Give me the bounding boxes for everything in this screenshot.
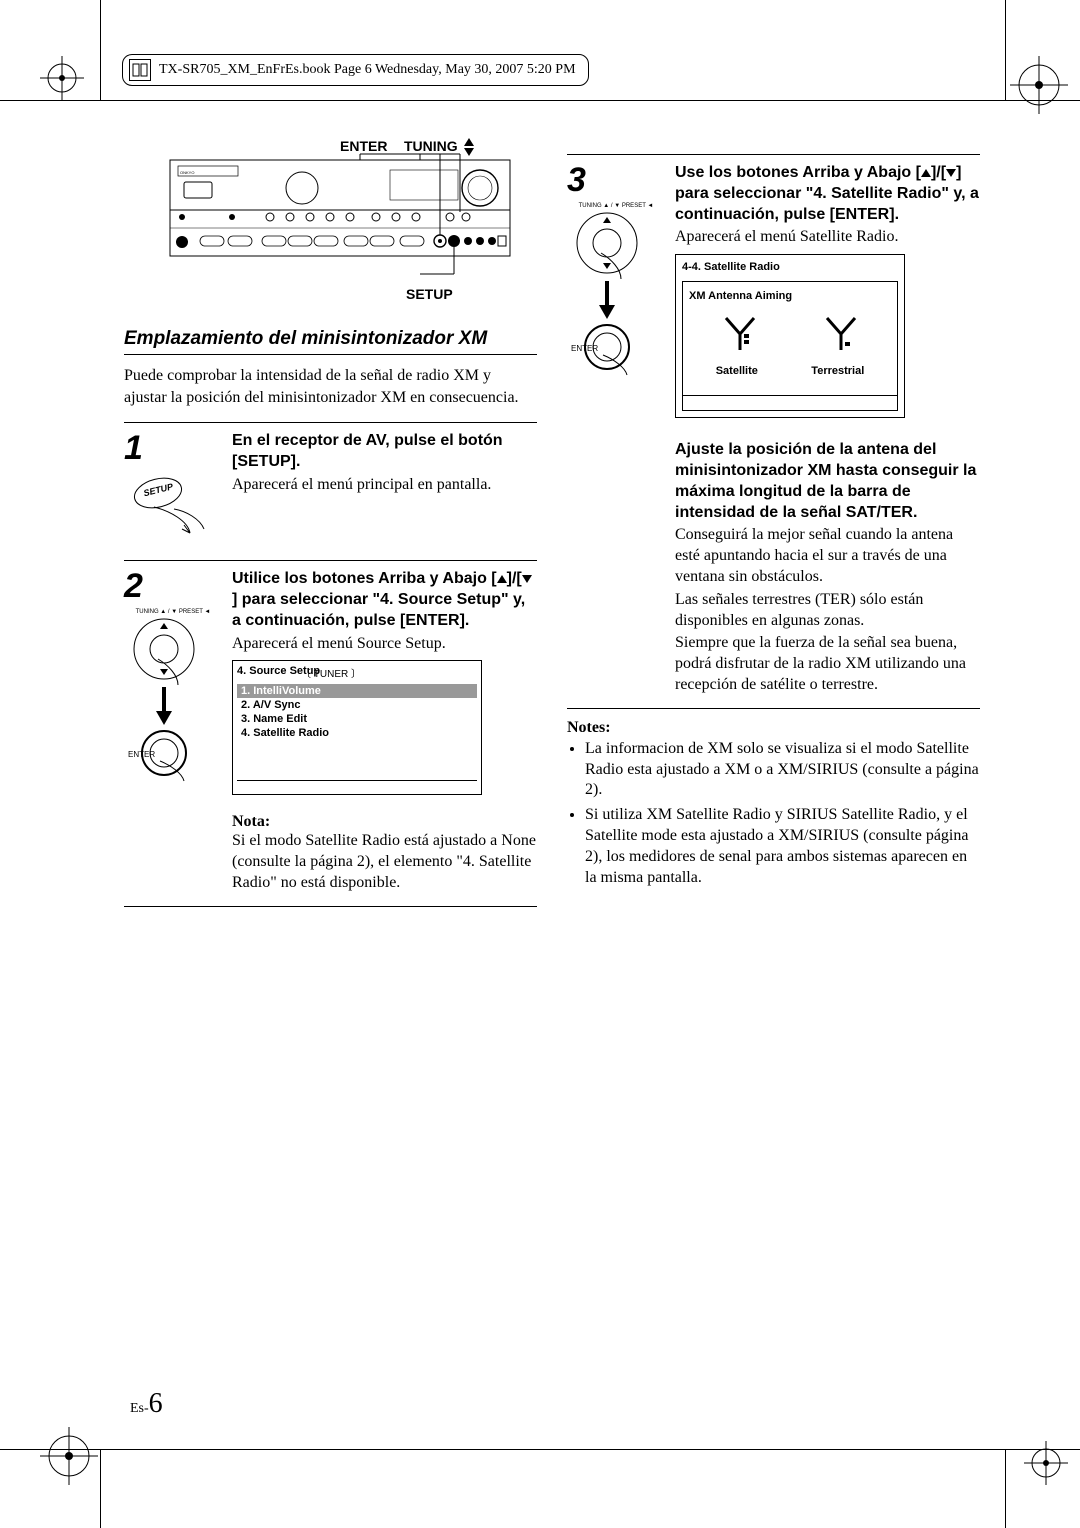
step-3: 3 TUNING ▲ / ▼ PRESET ◄ ENTER: [567, 154, 980, 696]
book-header-text: TX-SR705_XM_EnFrEs.book Page 6 Wednesday…: [159, 62, 576, 78]
triangle-up-icon: [921, 169, 931, 177]
step-1-head: En el receptor de AV, pulse el botón [SE…: [232, 431, 537, 473]
crop-line: [1005, 0, 1006, 100]
page-number: Es-6: [130, 1388, 163, 1420]
registration-mark-bottom-left: [40, 1427, 98, 1490]
book-header: TX-SR705_XM_EnFrEs.book Page 6 Wednesday…: [122, 54, 589, 86]
svg-text:ONKYO: ONKYO: [180, 170, 194, 175]
step-3-subtext: Conseguirá la mejor señal cuando la ante…: [675, 525, 980, 587]
triangle-down-icon: [522, 575, 532, 583]
dpad-enter-icon: TUNING ▲ / ▼ PRESET ◄ ENTER: [124, 609, 222, 790]
menu-item: 2. A/V Sync: [237, 698, 477, 712]
step-3-head: Use los botones Arriba y Abajo []/[] par…: [675, 163, 980, 225]
menu-item: 4. Satellite Radio: [237, 726, 477, 740]
step-3-subtext: Siempre que la fuerza de la señal sea bu…: [675, 633, 980, 695]
satellite-label: Satellite: [716, 365, 758, 377]
antenna-icon-terrestrial: [821, 312, 861, 355]
menu-items: 1. IntelliVolume2. A/V Sync3. Name Edit4…: [237, 684, 477, 740]
triangle-down-icon: [946, 169, 956, 177]
notes-item: La informacion de XM solo se visualiza s…: [585, 739, 980, 801]
setup-button-icon: SETUP: [124, 471, 222, 546]
svg-text:SETUP: SETUP: [142, 481, 175, 498]
receiver-svg: ONKYO: [160, 140, 520, 280]
terrestrial-label: Terrestrial: [811, 365, 864, 377]
crop-line: [1005, 1450, 1006, 1528]
menu-item: 1. IntelliVolume: [237, 684, 477, 698]
notes-item: Si utiliza XM Satellite Radio y SIRIUS S…: [585, 805, 980, 888]
menu-item: 3. Name Edit: [237, 712, 477, 726]
notes-list: La informacion de XM solo se visualiza s…: [567, 739, 980, 889]
source-setup-menu: 4. Source Setup 〔 TUNER 〕 1. IntelliVolu…: [232, 660, 482, 795]
triangle-down-icon: [464, 148, 474, 156]
step-2-text: Aparecerá el menú Source Setup.: [232, 634, 537, 655]
step-number: 2: [124, 569, 222, 603]
step-3-subtext: Las señales terrestres (TER) sólo están …: [675, 590, 980, 632]
crop-line: [100, 0, 101, 100]
triangle-up-icon: [464, 138, 474, 146]
aiming-title: 4-4. Satellite Radio: [682, 261, 898, 273]
svg-text:ENTER: ENTER: [571, 344, 598, 353]
step-1: 1 SETUP En el receptor de AV, pulse el b…: [124, 422, 537, 546]
triangle-up-icon: [497, 575, 507, 583]
receiver-diagram: ENTER TUNING ONKYO: [160, 140, 520, 300]
step-3-text: Aparecerá el menú Satellite Radio.: [675, 227, 980, 248]
dpad-enter-icon: TUNING ▲ / ▼ PRESET ◄ ENTER: [567, 203, 665, 384]
left-column: ENTER TUNING ONKYO: [124, 140, 537, 1408]
step-number: 1: [124, 431, 222, 465]
aiming-sub: XM Antenna Aiming: [689, 290, 891, 302]
step-1-text: Aparecerá el menú principal en pantalla.: [232, 475, 537, 496]
divider: [567, 708, 980, 709]
section-title: Emplazamiento del minisintonizador XM: [124, 328, 537, 355]
book-icon: [129, 59, 151, 81]
svg-text:ENTER: ENTER: [128, 750, 155, 759]
satellite-radio-menu: 4-4. Satellite Radio XM Antenna Aiming: [675, 254, 905, 418]
page-content: ENTER TUNING ONKYO: [124, 140, 980, 1408]
diagram-label-setup: SETUP: [406, 286, 453, 302]
step-2: 2 TUNING ▲ / ▼ PRESET ◄: [124, 560, 537, 894]
notes-head: Notes:: [567, 719, 980, 737]
menu-sub: 〔 TUNER 〕: [301, 665, 477, 680]
nota-text: Si el modo Satellite Radio está ajustado…: [232, 831, 537, 893]
antenna-icon-satellite: [720, 312, 760, 355]
section-intro: Puede comprobar la intensidad de la seña…: [124, 365, 537, 408]
crop-line: [100, 1450, 101, 1528]
step-number: 3: [567, 163, 665, 197]
diagram-label-enter: ENTER: [340, 138, 387, 154]
step-2-head: Utilice los botones Arriba y Abajo []/[]…: [232, 569, 537, 631]
crop-line: [0, 1449, 1080, 1450]
nota-head: Nota:: [232, 813, 537, 831]
crop-line: [0, 100, 1080, 101]
registration-mark-top-left: [40, 56, 84, 105]
right-column: 3 TUNING ▲ / ▼ PRESET ◄ ENTER: [567, 140, 980, 1408]
step-3-subhead: Ajuste la posición de la antena del mini…: [675, 440, 980, 523]
divider: [124, 906, 537, 907]
diagram-label-tuning: TUNING: [404, 138, 474, 156]
registration-mark-top-right: [1010, 56, 1068, 119]
